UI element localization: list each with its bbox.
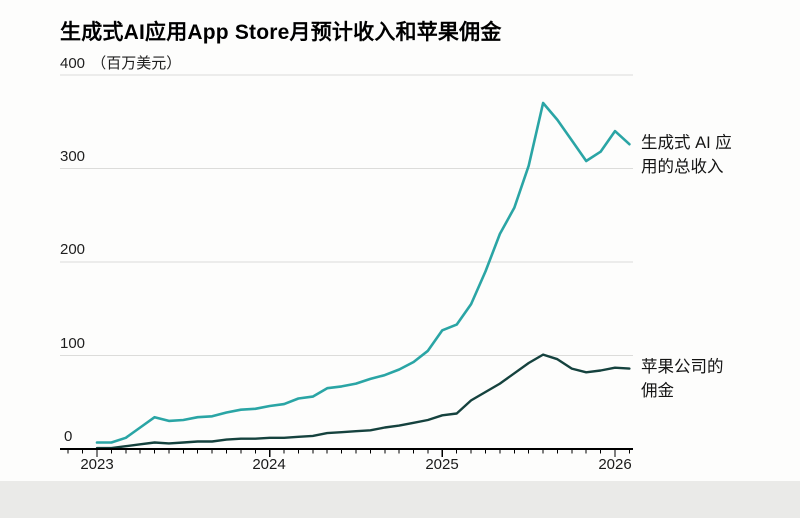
annotation-revenue-line1: 生成式 AI 应	[641, 134, 732, 152]
annotation-revenue-line2: 用的总收入	[641, 158, 724, 176]
x-tick-label-2026: 2026	[598, 456, 632, 473]
y-axis-unit-row: 400 （百万美元）	[60, 52, 181, 73]
annotation-revenue-label: 生成式 AI 应 用的总收入	[641, 131, 771, 179]
unit-label: （百万美元）	[91, 55, 182, 72]
y-tick-label-100: 100	[60, 335, 86, 352]
y-tick-label-400: 400	[60, 55, 86, 72]
y-tick-label-200: 200	[60, 241, 86, 258]
revenue-line	[95, 101, 631, 444]
annotation-commission-line1: 苹果公司的	[641, 358, 724, 376]
x-tick-label-2024: 2024	[252, 456, 286, 473]
annotation-commission-line2: 佣金	[641, 382, 674, 400]
annotation-commission-label: 苹果公司的 佣金	[641, 355, 771, 403]
commission-line	[95, 353, 631, 450]
y-tick-label-300: 300	[60, 148, 86, 165]
x-tick-label-2025: 2025	[425, 456, 459, 473]
y-tick-label-0: 0	[64, 428, 73, 445]
chart-title: 生成式AI应用App Store月预计收入和苹果佣金	[60, 21, 502, 44]
footer-strip	[0, 481, 800, 518]
x-tick-label-2023: 2023	[80, 456, 114, 473]
